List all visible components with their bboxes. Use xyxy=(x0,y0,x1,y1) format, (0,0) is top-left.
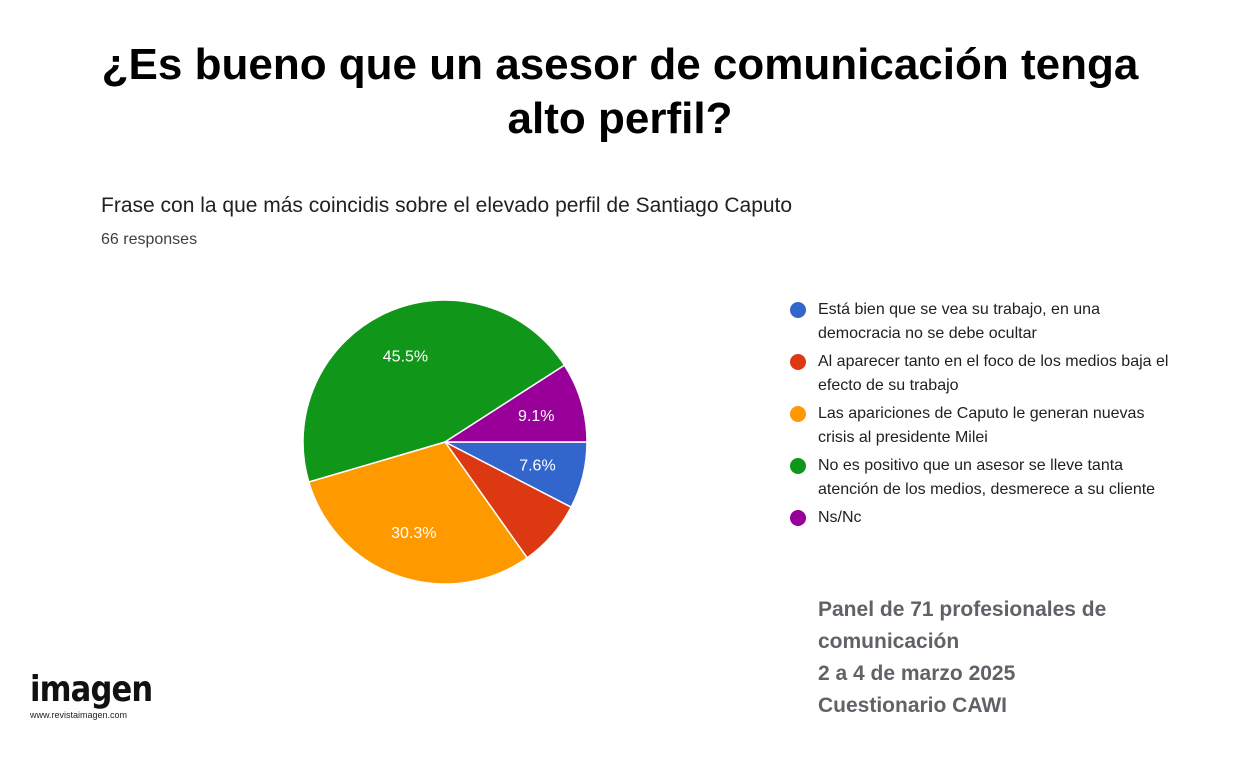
legend-item: No es positivo que un asesor se lleve ta… xyxy=(790,454,1170,502)
slice-label: 30.3% xyxy=(391,525,436,542)
pie-slice xyxy=(307,441,529,585)
legend-item: Al aparecer tanto en el foco de los medi… xyxy=(790,350,1170,398)
legend-label: Al aparecer tanto en el foco de los medi… xyxy=(818,353,1169,394)
panel-line-2: comunicación xyxy=(818,630,960,653)
logo-wordmark: imagen xyxy=(30,669,153,710)
legend-item: Las apariciones de Caputo le generan nue… xyxy=(790,402,1170,450)
slice-label: 45.5% xyxy=(383,348,428,365)
legend-label: Está bien que se vea su trabajo, en una … xyxy=(818,301,1100,342)
survey-question: Frase con la que más coincidis sobre el … xyxy=(101,194,793,217)
panel-info: Panel de 71 profesionales de comunicació… xyxy=(818,594,1106,722)
panel-line-4: Cuestionario CAWI xyxy=(818,694,1008,717)
slice-label: 7.6% xyxy=(519,457,555,474)
legend-swatch xyxy=(790,302,806,318)
legend-label: Las apariciones de Caputo le generan nue… xyxy=(818,405,1145,446)
legend-swatch xyxy=(790,406,806,422)
legend-label: Ns/Nc xyxy=(818,509,862,526)
chart-legend: Está bien que se vea su trabajo, en una … xyxy=(790,298,1170,534)
panel-line-1: Panel de 71 profesionales de xyxy=(818,598,1107,621)
slice-label: 9.1% xyxy=(518,408,554,425)
page-title: ¿Es bueno que un asesor de comunicación … xyxy=(101,40,1139,143)
pie-chart: 7.6% 30.3% 45.5% 9.1% xyxy=(302,299,588,585)
logo-url: www.revistaimagen.com xyxy=(30,710,128,720)
legend-item: Está bien que se vea su trabajo, en una … xyxy=(790,298,1170,346)
legend-item: Ns/Nc xyxy=(790,506,1170,530)
legend-swatch xyxy=(790,510,806,526)
panel-line-3: 2 a 4 de marzo 2025 xyxy=(818,662,1016,685)
pie-slice xyxy=(442,364,588,443)
imagen-logo: imagen www.revistaimagen.com xyxy=(30,669,174,721)
legend-swatch xyxy=(790,458,806,474)
response-count: 66 responses xyxy=(101,231,198,248)
legend-swatch xyxy=(790,354,806,370)
legend-label: No es positivo que un asesor se lleve ta… xyxy=(818,457,1156,498)
pie-slice xyxy=(302,299,566,483)
